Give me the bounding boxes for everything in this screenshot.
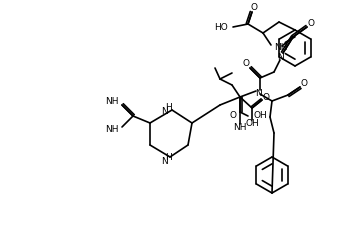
Text: N: N xyxy=(162,106,168,115)
Text: O: O xyxy=(307,19,315,28)
Text: NH: NH xyxy=(105,98,119,106)
Text: O: O xyxy=(251,4,258,13)
Text: H: H xyxy=(165,153,172,162)
Text: NH: NH xyxy=(233,124,247,133)
Text: O: O xyxy=(242,60,250,69)
Text: OH: OH xyxy=(245,119,259,129)
Text: OH: OH xyxy=(253,111,267,120)
Text: N: N xyxy=(255,89,261,99)
Text: H: H xyxy=(165,103,172,111)
Text: NH: NH xyxy=(274,44,287,53)
Text: N: N xyxy=(162,157,168,165)
Text: N: N xyxy=(277,53,283,61)
Text: O: O xyxy=(229,110,236,119)
Text: HO: HO xyxy=(214,23,228,31)
Text: NH: NH xyxy=(105,124,119,134)
Text: O: O xyxy=(262,93,270,101)
Text: O: O xyxy=(300,79,307,88)
